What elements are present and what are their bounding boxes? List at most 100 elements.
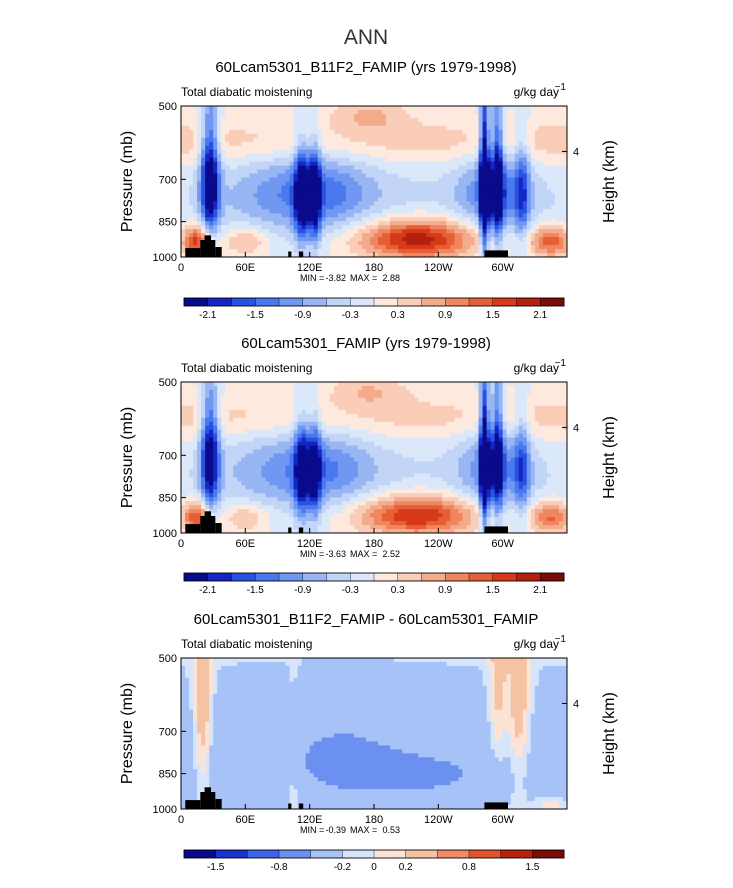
heatmap-cell bbox=[438, 233, 443, 238]
heatmap-cell bbox=[418, 177, 423, 183]
heatmap-cell bbox=[414, 149, 419, 155]
heatmap-cell bbox=[353, 193, 359, 198]
heatmap-cell bbox=[522, 409, 528, 415]
heatmap-cell bbox=[297, 385, 303, 391]
heatmap-cell bbox=[378, 425, 383, 431]
heatmap-cell bbox=[486, 209, 492, 214]
heatmap-cell bbox=[337, 217, 343, 222]
heatmap-cell bbox=[185, 237, 190, 242]
heatmap-cell bbox=[333, 193, 339, 198]
heatmap-cell bbox=[369, 117, 375, 123]
heatmap-cell bbox=[237, 197, 242, 202]
heatmap-cell bbox=[185, 157, 190, 163]
heatmap-cell bbox=[414, 113, 419, 119]
heatmap-cell bbox=[414, 129, 419, 135]
heatmap-cell bbox=[378, 133, 383, 139]
heatmap-cell bbox=[510, 153, 516, 159]
heatmap-cell bbox=[482, 173, 488, 179]
heatmap-cell bbox=[498, 385, 504, 391]
heatmap-cell bbox=[546, 221, 552, 226]
heatmap-cell bbox=[245, 201, 250, 206]
heatmap-cell bbox=[273, 429, 279, 435]
heatmap-cell bbox=[205, 425, 210, 431]
heatmap-cell bbox=[317, 149, 323, 155]
heatmap-cell bbox=[357, 117, 363, 123]
heatmap-cell bbox=[386, 205, 391, 210]
heatmap-cell bbox=[225, 193, 230, 198]
heatmap-cell bbox=[526, 197, 532, 202]
heatmap-cell bbox=[241, 129, 246, 135]
heatmap-cell bbox=[502, 137, 508, 143]
heatmap-cell bbox=[438, 429, 443, 435]
heatmap-cell bbox=[321, 413, 327, 419]
heatmap-cell bbox=[357, 173, 363, 179]
heatmap-cell bbox=[542, 137, 548, 143]
heatmap-cell bbox=[249, 237, 254, 242]
heatmap-cell bbox=[474, 405, 480, 411]
heatmap-cell bbox=[538, 201, 544, 206]
heatmap-cell bbox=[273, 397, 279, 403]
heatmap-cell bbox=[261, 401, 267, 407]
heatmap-cell bbox=[398, 149, 403, 155]
heatmap-cell bbox=[321, 149, 327, 155]
heatmap-cell bbox=[221, 106, 226, 111]
heatmap-cell bbox=[542, 201, 548, 206]
heatmap-cell bbox=[462, 137, 468, 143]
heatmap-cell bbox=[494, 109, 500, 115]
heatmap-cell bbox=[185, 161, 190, 167]
heatmap-cell bbox=[185, 106, 190, 111]
heatmap-cell bbox=[514, 113, 520, 119]
heatmap-cell bbox=[450, 145, 456, 151]
heatmap-cell bbox=[261, 241, 267, 246]
heatmap-cell bbox=[534, 177, 540, 183]
heatmap-cell bbox=[225, 421, 230, 427]
heatmap-cell bbox=[197, 421, 202, 427]
heatmap-cell bbox=[209, 173, 214, 179]
heatmap-cell bbox=[414, 405, 419, 411]
heatmap-cell bbox=[313, 117, 319, 123]
heatmap-cell bbox=[209, 393, 214, 399]
heatmap-cell bbox=[181, 193, 186, 198]
heatmap-cell bbox=[325, 253, 331, 257]
heatmap-cell bbox=[317, 197, 323, 202]
heatmap-cell bbox=[181, 237, 186, 242]
heatmap-cell bbox=[253, 237, 258, 242]
heatmap-cell bbox=[245, 157, 250, 163]
heatmap-cell bbox=[430, 417, 435, 423]
heatmap-cell bbox=[442, 397, 447, 403]
heatmap-cell bbox=[538, 149, 544, 155]
heatmap-cell bbox=[538, 389, 544, 395]
heatmap-cell bbox=[277, 145, 283, 151]
heatmap-cell bbox=[253, 217, 258, 222]
heatmap-cell bbox=[209, 405, 214, 411]
heatmap-cell bbox=[193, 173, 198, 179]
heatmap-cell bbox=[261, 113, 267, 119]
heatmap-cell bbox=[418, 201, 423, 206]
heatmap-cell bbox=[554, 125, 560, 131]
heatmap-cell bbox=[478, 133, 484, 139]
heatmap-cell bbox=[466, 209, 472, 214]
heatmap-cell bbox=[273, 209, 279, 214]
heatmap-cell bbox=[498, 205, 504, 210]
heatmap-cell bbox=[321, 153, 327, 159]
heatmap-cell bbox=[221, 217, 226, 222]
heatmap-cell bbox=[361, 385, 367, 391]
heatmap-cell bbox=[546, 413, 552, 419]
heatmap-cell bbox=[209, 237, 214, 242]
heatmap-cell bbox=[277, 157, 283, 163]
heatmap-cell bbox=[430, 382, 435, 387]
heatmap-cell bbox=[285, 201, 291, 206]
heatmap-cell bbox=[289, 145, 295, 151]
heatmap-cell bbox=[558, 237, 564, 242]
heatmap-cell bbox=[245, 165, 250, 171]
heatmap-cell bbox=[225, 173, 230, 179]
heatmap-cell bbox=[534, 217, 540, 222]
heatmap-cell bbox=[245, 109, 250, 115]
heatmap-cell bbox=[554, 137, 560, 143]
heatmap-cell bbox=[454, 397, 460, 403]
heatmap-cell bbox=[301, 153, 307, 159]
heatmap-cell bbox=[538, 413, 544, 419]
heatmap-cell bbox=[305, 193, 311, 198]
heatmap-cell bbox=[321, 389, 327, 395]
heatmap-cell bbox=[229, 185, 234, 191]
